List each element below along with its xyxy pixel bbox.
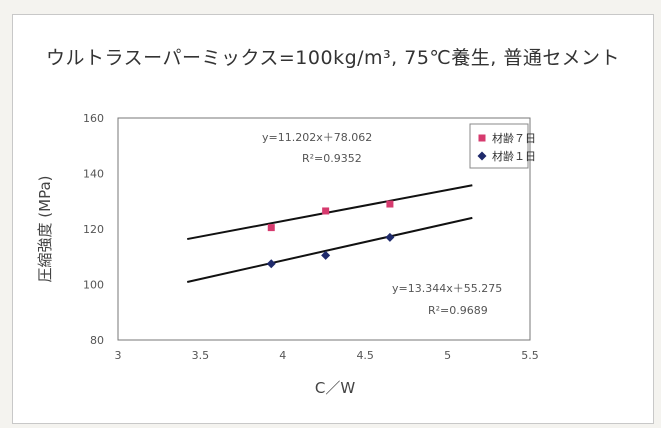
point-series-2-3: [385, 232, 395, 242]
point-series-2-2: [321, 250, 331, 260]
legend-marker-series-2: [477, 151, 487, 161]
legend-label-series-1: 材齢７日: [492, 131, 536, 145]
data-points: [266, 200, 395, 269]
point-series-1-2: [322, 207, 330, 215]
series-2-r2: R²=0.9689: [428, 304, 488, 317]
x-tick-0: 3: [115, 349, 122, 362]
x-axis-label: C／W: [315, 379, 355, 397]
point-series-1-1: [267, 224, 275, 232]
series-1-equation: y=11.202x＋78.062: [262, 131, 372, 144]
y-tick-labels: 80 100 120 140 160: [83, 112, 104, 347]
x-tick-3: 4.5: [356, 349, 374, 362]
x-tick-4: 5: [444, 349, 451, 362]
legend-label-series-2: 材齢１日: [492, 149, 536, 163]
y-tick-3: 140: [83, 168, 104, 181]
legend-box: [469, 123, 529, 169]
y-axis-label: 圧縮強度 (MPa): [36, 176, 54, 283]
legend-marker-series-1: [478, 134, 486, 142]
y-tick-1: 100: [83, 279, 104, 292]
plot-area: [117, 117, 531, 341]
point-series-1-3: [386, 200, 394, 208]
trendline-series-2: [186, 216, 473, 283]
x-tick-2: 4: [279, 349, 286, 362]
y-tick-2: 120: [83, 223, 104, 236]
x-tick-labels: 3 3.5 4 4.5 5 5.5: [115, 349, 539, 362]
y-tick-4: 160: [83, 112, 104, 125]
x-tick-5: 5.5: [521, 349, 539, 362]
legend: 材齢７日 材齢１日: [469, 123, 536, 169]
y-tick-0: 80: [90, 334, 104, 347]
series-2-equation: y=13.344x＋55.275: [392, 282, 502, 295]
trendline-series-1: [187, 184, 473, 241]
point-series-2-1: [266, 259, 276, 269]
series-1-r2: R²=0.9352: [302, 152, 362, 165]
x-tick-1: 3.5: [192, 349, 210, 362]
chart-title: ウルトラスーパーミックス=100kg/m³, 75℃養生, 普通セメント: [46, 47, 620, 69]
trendlines: [186, 184, 473, 283]
